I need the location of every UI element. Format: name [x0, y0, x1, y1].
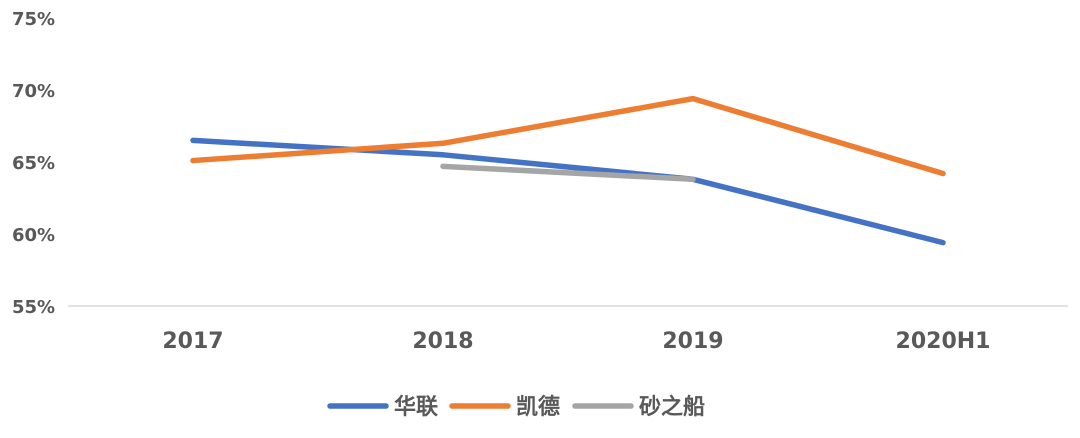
x-tick-label: 2019: [662, 329, 723, 354]
legend-label-0: 华联: [394, 394, 438, 420]
y-tick-label: 70%: [12, 81, 55, 102]
series-line-0: [193, 140, 943, 242]
y-tick-label: 75%: [12, 9, 55, 30]
legend-label-2: 砂之船: [639, 394, 705, 420]
y-tick-label: 65%: [12, 153, 55, 174]
x-tick-label: 2020H1: [896, 329, 991, 354]
x-tick-label: 2018: [412, 329, 473, 354]
y-tick-label: 60%: [12, 225, 55, 246]
y-tick-label: 55%: [12, 297, 55, 318]
x-tick-label: 2017: [162, 329, 223, 354]
series-line-1: [193, 99, 943, 174]
legend-label-1: 凯德: [516, 394, 560, 420]
